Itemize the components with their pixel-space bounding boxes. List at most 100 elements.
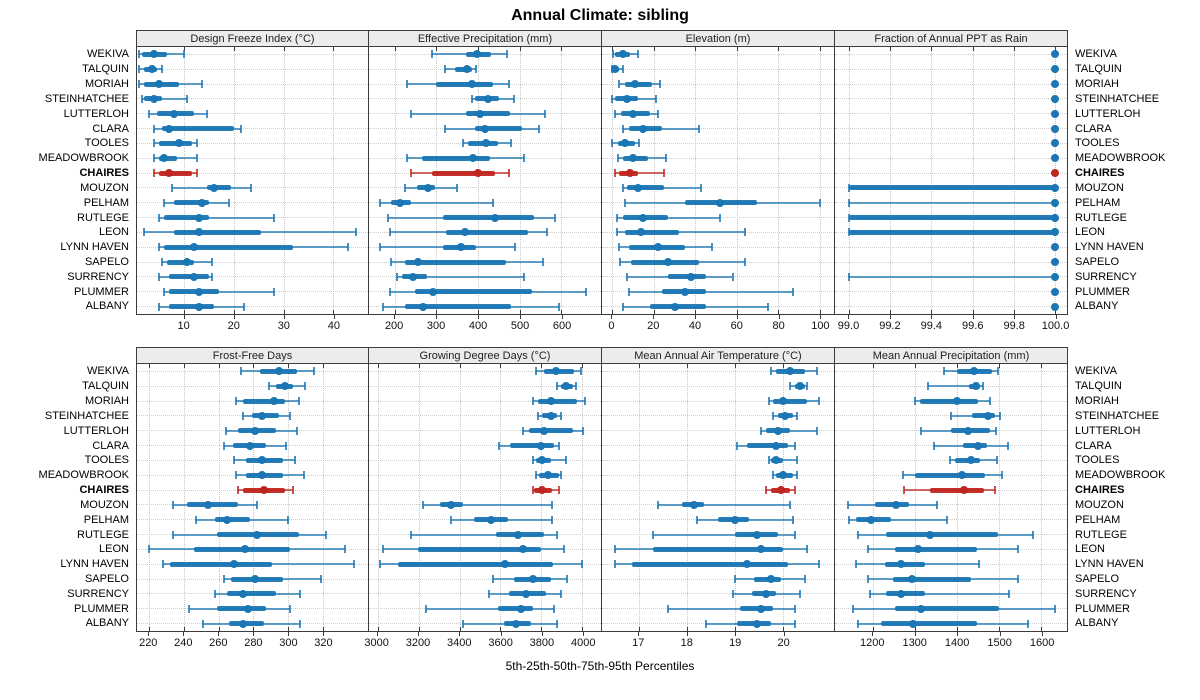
gridline-vertical <box>687 364 689 631</box>
median-dot <box>620 139 629 148</box>
whisker-end-cap <box>848 272 851 281</box>
box-25-75 <box>169 289 219 295</box>
median-dot <box>1050 169 1059 178</box>
whisker-end-cap <box>815 367 818 376</box>
whisker-5-95 <box>426 607 555 610</box>
whisker-end-cap <box>241 411 244 420</box>
gridline-vertical <box>695 47 697 314</box>
row-guide-line <box>137 261 368 263</box>
bottom-axis-tick <box>1041 627 1043 631</box>
box-25-75 <box>216 606 266 612</box>
top-axis-tick <box>561 47 563 51</box>
whisker-end-cap <box>295 426 298 435</box>
median-dot <box>1050 65 1059 74</box>
row-guide-line <box>369 489 601 491</box>
whisker-end-cap <box>736 441 739 450</box>
whisker-end-cap <box>443 65 446 74</box>
median-dot <box>752 619 761 628</box>
whisker-end-cap <box>580 367 583 376</box>
median-dot <box>251 575 260 584</box>
whisker-end-cap <box>450 515 453 524</box>
axis-tick-label: 99.6 <box>962 320 984 332</box>
whisker-end-cap <box>235 397 237 406</box>
whisker-5-95 <box>396 275 524 278</box>
whisker-end-cap <box>534 367 537 376</box>
whisker-end-cap <box>818 198 821 207</box>
top-axis-tick <box>687 364 689 368</box>
whisker-end-cap <box>222 441 225 450</box>
axis-tick <box>957 632 959 636</box>
whisker-end-cap <box>848 198 851 207</box>
row-guide-line <box>835 261 1067 263</box>
row-guide-line <box>369 578 601 580</box>
whisker-end-cap <box>470 94 473 103</box>
axis-tick <box>778 315 780 319</box>
bottom-axis-tick <box>478 310 480 314</box>
whisker-5-95 <box>653 533 796 536</box>
median-dot <box>170 109 179 118</box>
median-dot <box>767 575 776 584</box>
row-guide-line <box>369 370 601 372</box>
top-axis-tick <box>612 47 614 51</box>
right-site-labels-bottom: WEKIVA TALQUIN MORIAH STEINHATCHEE LUTTERLOH… <box>1068 347 1193 652</box>
top-axis-tick <box>1041 364 1043 368</box>
whisker-end-cap <box>627 287 630 296</box>
whisker-end-cap <box>652 530 655 539</box>
top-axis-tick <box>322 364 324 368</box>
median-dot <box>258 411 267 420</box>
whisker-5-95 <box>849 275 1055 278</box>
whisker-end-cap <box>731 272 734 281</box>
whisker-end-cap <box>224 426 227 435</box>
whisker-end-cap <box>143 228 146 237</box>
site-label-left-tooles: TOOLES <box>84 454 129 467</box>
panel-plot <box>601 47 835 315</box>
row-guide-line <box>835 504 1067 506</box>
row-guide-line <box>137 187 368 189</box>
panel-strip-title: Frost-Free Days <box>136 347 369 364</box>
panel-strip-title: Growing Degree Days (°C) <box>368 347 602 364</box>
axis-tick-label: 500 <box>510 320 530 332</box>
top-axis-tick <box>819 47 821 51</box>
whisker-end-cap <box>242 302 245 311</box>
box-25-75 <box>174 229 262 235</box>
whisker-end-cap <box>978 560 980 569</box>
median-dot <box>1050 154 1059 163</box>
bottom-axis-tick <box>377 627 379 631</box>
median-dot <box>896 589 905 598</box>
median-dot <box>781 411 790 420</box>
median-dot <box>731 515 740 524</box>
median-dot <box>916 604 925 613</box>
whisker-end-cap <box>999 411 1002 420</box>
row-guide-line <box>835 128 1067 130</box>
whisker-end-cap <box>621 124 624 133</box>
panel-strip-title: Effective Precipitation (mm) <box>368 30 602 47</box>
whisker-end-cap <box>522 272 525 281</box>
box-25-75 <box>626 185 665 191</box>
box-25-75 <box>668 274 706 280</box>
site-label-left-surrency: SURRENCY <box>67 270 129 283</box>
top-axis-tick <box>915 364 916 368</box>
median-dot <box>690 500 699 509</box>
axis-tick <box>333 315 335 319</box>
whisker-end-cap <box>488 589 491 598</box>
median-dot <box>757 604 766 613</box>
median-dot <box>795 382 804 391</box>
whisker-end-cap <box>584 397 587 406</box>
axis-tick-label: 99.0 <box>837 320 860 332</box>
whisker-end-cap <box>285 441 288 450</box>
median-dot <box>490 213 499 222</box>
box-25-75 <box>631 561 788 567</box>
whisker-end-cap <box>272 213 275 222</box>
bottom-axis-tick <box>218 627 220 631</box>
bottom-axis-tick <box>872 627 874 631</box>
panel-plot <box>834 364 1068 632</box>
top-axis-tick <box>736 47 738 51</box>
top-axis-tick <box>377 364 379 368</box>
axis-tick-label: 240 <box>174 637 193 649</box>
row-guide-line <box>137 83 368 85</box>
bottom-axis-tick <box>149 627 151 631</box>
row-guide-line <box>835 246 1067 248</box>
axis-tick <box>323 632 325 636</box>
site-label-left-sapelo: SAPELO <box>84 256 129 268</box>
gridline-vertical <box>233 47 235 314</box>
